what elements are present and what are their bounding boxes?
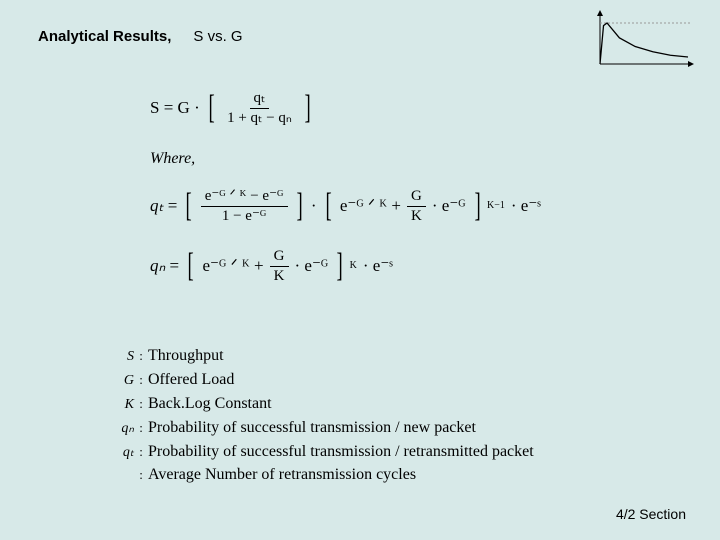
definition-row: K : Back.Log Constant <box>110 393 534 415</box>
eq2-mid: · <box>311 196 317 216</box>
eq3-b1-tail: · e⁻ᴳ <box>295 256 329 276</box>
def-colon: : <box>134 419 148 437</box>
eq3-f-num: G <box>270 248 289 267</box>
eq2-f2-num: G <box>407 188 426 207</box>
definition-row: qₜ : Probability of successful transmiss… <box>110 441 534 463</box>
header-title-2: S vs. G <box>193 28 242 45</box>
def-sym: qₜ <box>110 444 134 463</box>
def-text: Probability of successful transmission /… <box>148 441 534 463</box>
def-colon: : <box>134 371 148 389</box>
eq2-f1-den: 1 − e⁻ᴳ <box>218 207 271 225</box>
definition-row: S : Throughput <box>110 345 534 367</box>
header-title-1: Analytical Results, <box>38 28 171 45</box>
eq1-lhs: S = G · <box>150 98 200 118</box>
def-colon: : <box>134 347 148 365</box>
eq3-f-den: K <box>270 267 289 285</box>
equation-qn: qₙ = [ e⁻ᴳ ᐟ ᴷ + G K · e⁻ᴳ ] K · e⁻ˢ <box>150 248 580 284</box>
eq3-frac: G K <box>270 248 289 284</box>
eq3-exp: K <box>350 260 357 272</box>
eq2-f1-num: e⁻ᴳ ᐟ ᴷ − e⁻ᴳ <box>201 188 288 207</box>
def-text: Throughput <box>148 345 224 367</box>
left-bracket-icon: [ <box>188 251 194 282</box>
definition-row: qₙ : Probability of successful transmiss… <box>110 417 534 439</box>
def-colon: : <box>134 395 148 413</box>
def-sym: K <box>110 396 134 415</box>
right-bracket-icon: ] <box>304 93 310 124</box>
right-bracket-icon: ] <box>337 251 343 282</box>
equation-qt: qₜ = [ e⁻ᴳ ᐟ ᴷ − e⁻ᴳ 1 − e⁻ᴳ ] · [ e⁻ᴳ ᐟ… <box>150 188 580 224</box>
definition-row: : Average Number of retransmission cycle… <box>110 464 534 486</box>
def-text: Offered Load <box>148 369 234 391</box>
eq1-fraction: qₜ 1 + qₜ − qₙ <box>223 90 296 126</box>
eq3-lhs: qₙ <box>150 256 165 275</box>
def-text: Average Number of retransmission cycles <box>148 464 416 486</box>
eq2-tail: · e⁻ˢ <box>511 196 541 216</box>
eq2-lhs: qₜ <box>150 196 164 215</box>
mini-s-vs-g-graph <box>594 10 694 70</box>
symbol-definitions: S : Throughput G : Offered Load K : Back… <box>110 345 534 488</box>
slide-header: Analytical Results, S vs. G <box>38 28 243 45</box>
def-sym: qₙ <box>110 420 134 439</box>
left-bracket-icon: [ <box>208 93 214 124</box>
right-bracket-icon: ] <box>474 191 480 222</box>
left-bracket-icon: [ <box>325 191 331 222</box>
def-sym: G <box>110 372 134 391</box>
eq2-f2-den: K <box>407 207 426 225</box>
eq3-b1: e⁻ᴳ ᐟ ᴷ + <box>202 256 263 276</box>
left-bracket-icon: [ <box>186 191 192 222</box>
right-bracket-icon: ] <box>296 191 302 222</box>
def-text: Back.Log Constant <box>148 393 272 415</box>
equations-block: S = G · [ qₜ 1 + qₜ − qₙ ] Where, qₜ = [… <box>150 90 580 308</box>
equation-s: S = G · [ qₜ 1 + qₜ − qₙ ] <box>150 90 580 126</box>
mini-graph-svg <box>594 10 694 70</box>
def-sym: S <box>110 348 134 367</box>
eq3-tail: · e⁻ˢ <box>363 256 393 276</box>
eq1-num: qₜ <box>250 90 270 109</box>
eq1-den: 1 + qₜ − qₙ <box>223 109 296 127</box>
eq2-b2: e⁻ᴳ ᐟ ᴷ + <box>340 196 401 216</box>
def-colon: : <box>134 443 148 461</box>
slide-footer: 4/2 Section <box>616 506 686 522</box>
where-label: Where, <box>150 150 580 168</box>
eq2-frac2: G K <box>407 188 426 224</box>
definition-row: G : Offered Load <box>110 369 534 391</box>
eq2-b2-tail: · e⁻ᴳ <box>432 196 466 216</box>
eq2-frac1: e⁻ᴳ ᐟ ᴷ − e⁻ᴳ 1 − e⁻ᴳ <box>201 188 288 224</box>
eq2-exp: K−1 <box>487 200 505 212</box>
def-colon: : <box>134 466 148 484</box>
def-text: Probability of successful transmission /… <box>148 417 476 439</box>
